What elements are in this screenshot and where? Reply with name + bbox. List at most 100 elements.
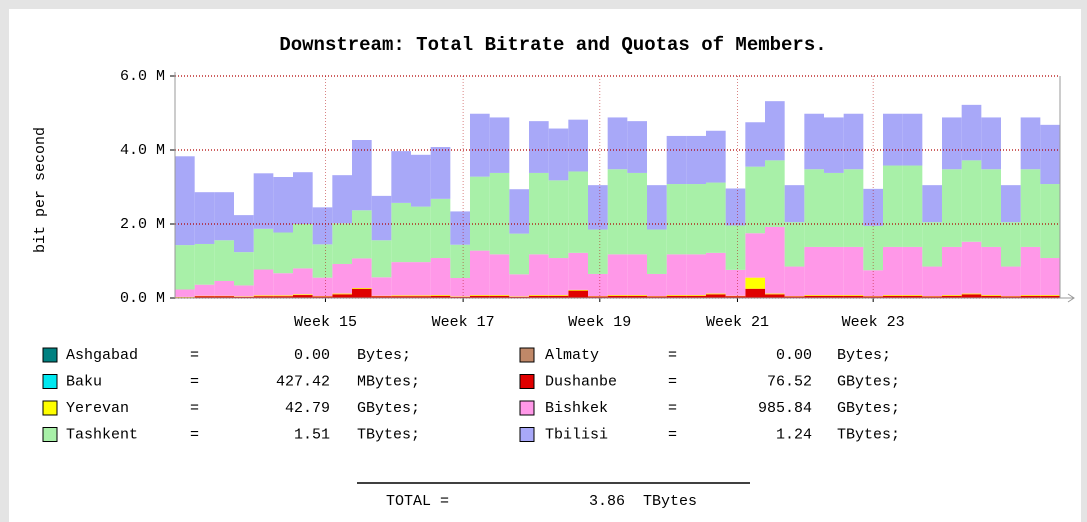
area-segment xyxy=(430,258,451,296)
area-segment xyxy=(293,224,313,269)
legend-name: Baku xyxy=(66,373,102,390)
area-segment xyxy=(981,295,1001,298)
area-segment xyxy=(332,175,352,224)
area-segment xyxy=(332,294,352,298)
area-segment xyxy=(273,232,293,274)
area-segment xyxy=(686,184,706,255)
area-segment xyxy=(588,296,608,298)
legend-amount: 0.00 xyxy=(776,347,812,364)
legend-separator: = xyxy=(668,347,677,364)
area-segment xyxy=(942,169,962,247)
legend-separator: = xyxy=(190,400,199,417)
area-segment xyxy=(470,295,490,296)
area-segment xyxy=(194,284,215,296)
area-segment xyxy=(214,296,234,298)
area-segment xyxy=(450,278,470,297)
area-segment xyxy=(1001,266,1021,297)
area-segment xyxy=(293,295,313,298)
legend-separator: = xyxy=(190,347,199,364)
area-segment xyxy=(509,189,529,234)
area-segment xyxy=(725,225,746,270)
legend-amount: 1.51 xyxy=(294,426,330,443)
area-segment xyxy=(411,295,431,297)
area-segment xyxy=(411,296,431,298)
area-segment xyxy=(686,135,706,185)
area-segment xyxy=(745,122,765,167)
area-segment xyxy=(804,295,824,296)
legend-separator: = xyxy=(190,373,199,390)
area-segment xyxy=(273,273,293,296)
area-segment xyxy=(607,117,628,170)
legend-unit: TBytes; xyxy=(837,426,900,443)
area-segment xyxy=(430,295,451,298)
area-segment xyxy=(529,254,549,296)
x-tick-label: Week 21 xyxy=(706,314,769,331)
area-segment xyxy=(411,154,431,207)
area-segment xyxy=(961,160,982,242)
plot-area: 0.0 M 2.0 M 4.0 M 6.0 M Week 15 Week 17 Week 1… xyxy=(120,68,1075,331)
legend: Ashgabad = 0.00 Bytes; Baku = 427.42 MBytes; Alm… xyxy=(42,347,900,443)
legend-amount: 42.79 xyxy=(285,400,330,417)
area-segment xyxy=(430,147,451,199)
area-segment xyxy=(607,169,628,255)
area-segment xyxy=(588,185,608,230)
area-segment xyxy=(214,240,234,281)
legend-swatch xyxy=(42,347,58,363)
area-segment xyxy=(391,202,411,263)
area-segment xyxy=(489,295,510,298)
area-segment xyxy=(1040,124,1060,185)
legend-amount: 1.24 xyxy=(776,426,812,443)
area-segment xyxy=(666,254,687,296)
area-segment xyxy=(942,117,962,170)
area-segment xyxy=(253,296,274,298)
area-segment xyxy=(391,151,411,203)
area-segment xyxy=(568,252,588,290)
area-segment xyxy=(627,121,647,173)
legend-swatch xyxy=(519,374,535,389)
legend-separator: = xyxy=(190,426,199,443)
area-segment xyxy=(902,295,923,296)
y-tick-label: 4.0 M xyxy=(120,142,165,159)
area-segment xyxy=(214,192,234,241)
area-segment xyxy=(1020,169,1041,247)
area-segment xyxy=(470,113,490,177)
area-segment xyxy=(843,169,864,247)
area-segment xyxy=(234,285,254,297)
area-segment xyxy=(293,172,313,224)
area-segment xyxy=(765,226,785,294)
legend-swatch xyxy=(519,400,535,416)
area-segment xyxy=(332,293,352,295)
area-segment xyxy=(1020,246,1041,296)
area-segment xyxy=(883,165,903,247)
legend-swatch xyxy=(519,347,535,363)
area-segment xyxy=(352,288,372,298)
area-segment xyxy=(883,295,903,298)
area-segment xyxy=(627,295,647,298)
area-segment xyxy=(647,229,667,274)
area-segment xyxy=(824,295,844,296)
area-segment xyxy=(273,295,293,297)
area-segment xyxy=(371,296,392,298)
area-segment xyxy=(293,294,313,296)
area-segment xyxy=(489,172,510,255)
area-segment xyxy=(647,273,667,297)
legend-amount: 76.52 xyxy=(767,373,812,390)
area-segment xyxy=(902,295,923,298)
area-segment xyxy=(627,254,647,296)
area-segment xyxy=(371,240,392,278)
x-tick-label: Week 19 xyxy=(568,314,631,331)
area-segment xyxy=(961,293,982,295)
area-segment xyxy=(961,104,982,161)
area-segment xyxy=(588,273,608,297)
legend-swatch xyxy=(42,400,58,416)
area-segment xyxy=(883,113,903,166)
area-segment xyxy=(863,225,883,271)
area-segment xyxy=(981,169,1001,247)
area-segment xyxy=(627,172,647,255)
area-segment xyxy=(548,258,569,296)
area-segment xyxy=(509,274,529,297)
area-segment xyxy=(784,266,805,297)
area-segment xyxy=(529,295,549,298)
y-axis-label: bit per second xyxy=(32,127,49,253)
area-segment xyxy=(529,295,549,296)
